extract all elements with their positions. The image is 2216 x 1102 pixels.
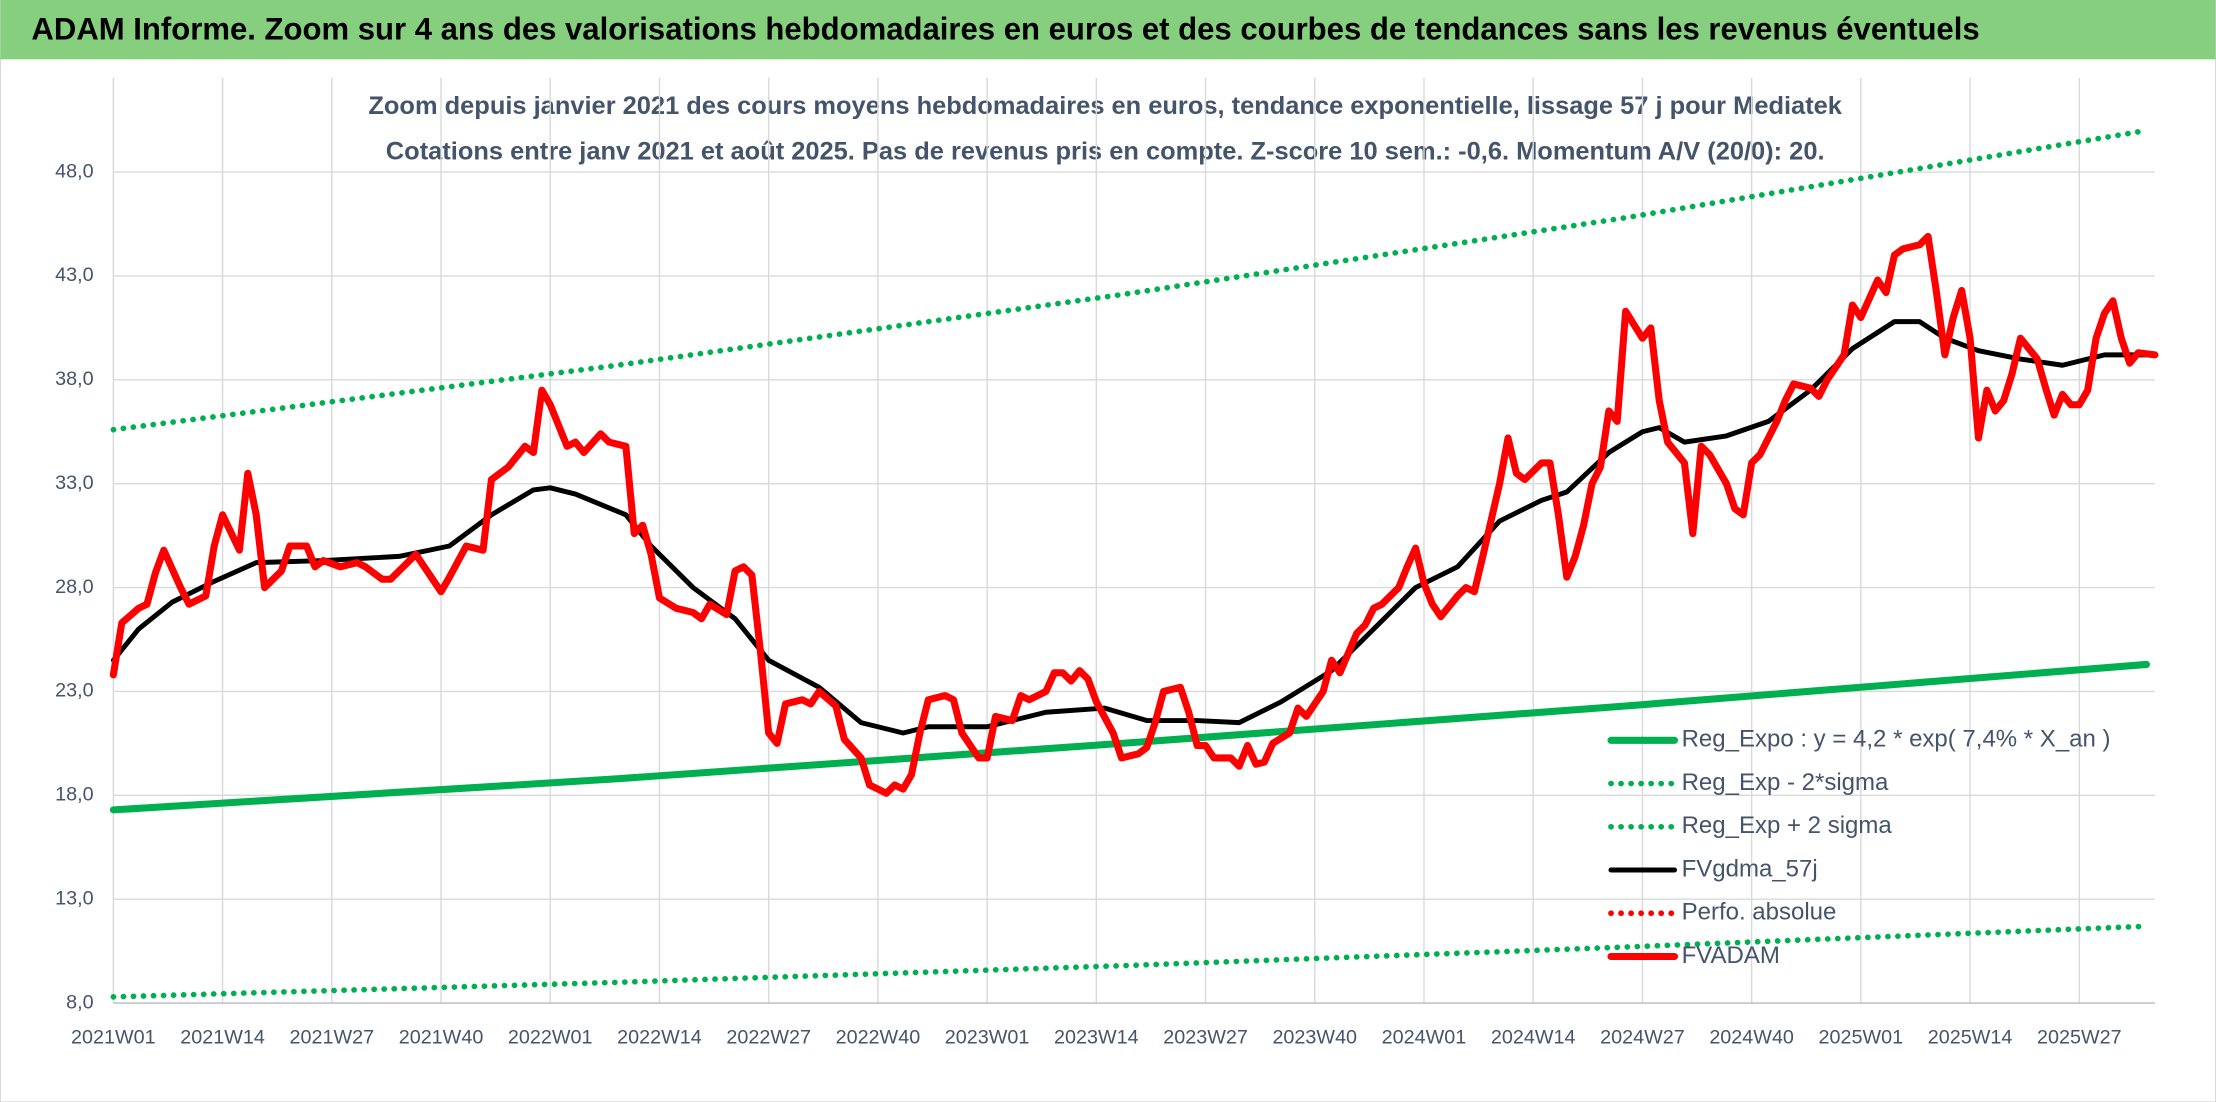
x-tick-label: 2024W27 (1600, 1027, 1685, 1049)
x-tick-label: 2021W01 (71, 1027, 156, 1049)
y-tick-label: 28,0 (55, 576, 93, 598)
x-tick-label: 2023W01 (945, 1027, 1030, 1049)
x-tick-label: 2022W40 (836, 1027, 921, 1049)
x-tick-label: 2021W14 (180, 1027, 265, 1049)
x-tick-label: 2025W27 (2037, 1027, 2122, 1049)
x-tick-label: 2022W14 (617, 1027, 702, 1049)
x-tick-label: 2023W40 (1272, 1027, 1357, 1049)
y-tick-label: 43,0 (55, 264, 93, 286)
legend-label: FVgdma_57j (1682, 855, 1818, 882)
x-tick-label: 2021W27 (289, 1027, 374, 1049)
legend-label: Reg_Expo : y = 4,2 * exp( 7,4% * X_an ) (1682, 726, 2111, 753)
x-tick-label: 2024W01 (1382, 1027, 1467, 1049)
series-line (110, 923, 2150, 1000)
x-tick-label: 2021W40 (399, 1027, 484, 1049)
x-tick-label: 2024W40 (1709, 1027, 1794, 1049)
series-line (110, 127, 2150, 433)
y-tick-label: 18,0 (55, 784, 93, 806)
header-band (0, 0, 2216, 60)
legend-label: Reg_Exp - 2*sigma (1682, 769, 1889, 796)
x-tick-label: 2024W14 (1491, 1027, 1576, 1049)
x-tick-label: 2023W27 (1163, 1027, 1248, 1049)
legend-label: Perfo. absolue (1682, 899, 1837, 926)
x-tick-label: 2022W01 (508, 1027, 593, 1049)
y-tick-label: 8,0 (66, 991, 93, 1013)
legend-label: Reg_Exp + 2 sigma (1682, 812, 1893, 839)
chart-title: Zoom depuis janvier 2021 des cours moyen… (368, 92, 1842, 120)
x-tick-label: 2025W14 (1928, 1027, 2013, 1049)
y-tick-label: 38,0 (55, 368, 93, 390)
series-line (109, 660, 2151, 814)
y-tick-label: 33,0 (55, 472, 93, 494)
y-tick-label: 13,0 (55, 887, 93, 909)
x-tick-label: 2023W14 (1054, 1027, 1139, 1049)
y-tick-label: 23,0 (55, 680, 93, 702)
header: ADAM Informe. Zoom sur 4 ans des valoris… (31, 11, 1979, 46)
x-tick-label: 2022W27 (726, 1027, 811, 1049)
chart-subtitle: Cotations entre janv 2021 et août 2025. … (386, 137, 1825, 165)
legend-label: FVADAM (1682, 942, 1780, 969)
y-tick-label: 48,0 (55, 160, 93, 182)
series-line (109, 232, 2159, 797)
x-tick-label: 2025W01 (1819, 1027, 1904, 1049)
